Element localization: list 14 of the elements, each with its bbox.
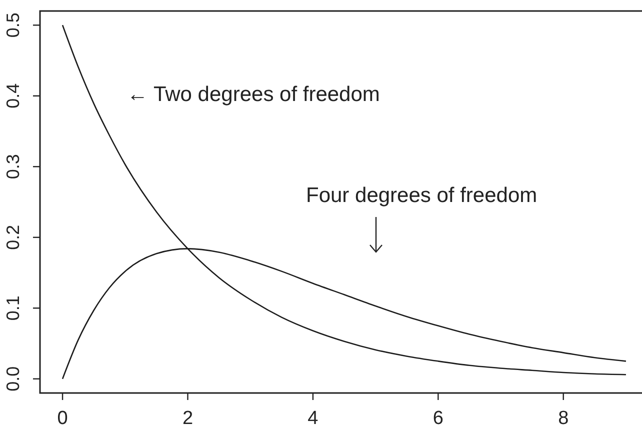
x-tick-label: 8 (558, 408, 569, 426)
annotation: Four degrees of freedom (306, 184, 538, 207)
x-tick-label: 2 (182, 408, 194, 426)
annotation: ← Two degrees of freedom (127, 83, 380, 106)
y-tick-label: 0.5 (3, 12, 23, 38)
line-series (62, 24, 627, 376)
y-tick-label: 0.0 (3, 366, 23, 392)
y-tick-label: 0.2 (3, 224, 23, 250)
x-tick-label: 6 (432, 408, 444, 426)
y-tick-label: 0.3 (3, 154, 23, 180)
y-tick-label: 0.1 (3, 296, 23, 321)
x-tick-label: 0 (57, 408, 68, 426)
x-tick-label: 4 (308, 408, 319, 426)
y-tick-label: 0.4 (3, 83, 23, 108)
